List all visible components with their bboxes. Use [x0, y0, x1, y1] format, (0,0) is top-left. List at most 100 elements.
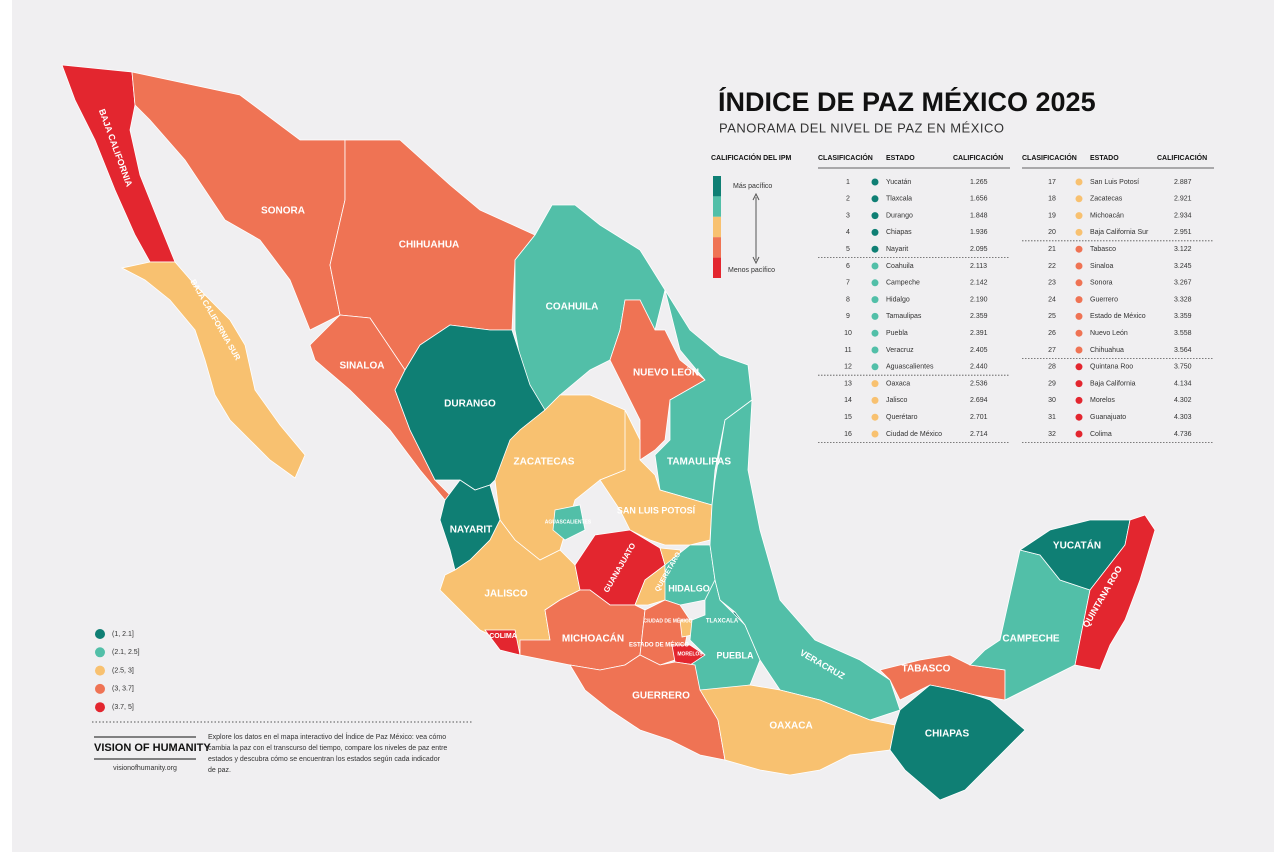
score: 2.887	[1174, 179, 1192, 186]
table-header: ESTADO	[1090, 155, 1119, 162]
rank: 3	[846, 212, 850, 219]
state-label: MICHOACÁN	[562, 632, 624, 645]
table-header: CLASIFICACIÓN	[818, 153, 873, 162]
rank: 8	[846, 296, 850, 303]
state-label: ESTADO DE MÉXICO	[629, 641, 689, 649]
state-label: CHIHUAHUA	[399, 240, 460, 251]
score: 3.328	[1174, 296, 1192, 303]
rank: 4	[846, 229, 850, 236]
rank: 14	[844, 397, 852, 404]
score: 2.951	[1174, 229, 1192, 236]
legend-swatch	[95, 647, 105, 658]
rank: 26	[1048, 330, 1056, 337]
rank-dot	[1075, 296, 1083, 304]
state-name: Hidalgo	[886, 296, 910, 303]
infographic: ÍNDICE DE PAZ MÉXICO 2025 PANORAMA DEL N…	[92, 86, 1214, 774]
rank-dot	[1075, 245, 1083, 253]
description: Explore los datos en el mapa interactivo…	[208, 732, 446, 741]
scale-segment	[713, 216, 721, 238]
state-label: ZACATECAS	[514, 457, 575, 468]
rank-dot	[871, 329, 879, 337]
state-name: Nuevo León	[1090, 330, 1128, 337]
description: estados y descubra cómo se encuentran lo…	[208, 756, 441, 763]
score: 2.440	[970, 364, 988, 371]
state-name: Estado de México	[1090, 313, 1146, 320]
score: 2.142	[970, 280, 988, 287]
score: 3.359	[1174, 313, 1192, 320]
score: 2.095	[970, 246, 988, 253]
state-name: Colima	[1090, 431, 1112, 438]
rank-dot	[1075, 312, 1083, 320]
state-label: AGUASCALIENTES	[545, 519, 592, 525]
state-name: Guanajuato	[1090, 414, 1126, 421]
score: 4.303	[1174, 414, 1192, 421]
score: 2.934	[1174, 212, 1192, 219]
rank-dot	[1075, 430, 1083, 438]
legend-label: (3, 3.7]	[112, 686, 134, 693]
rank: 23	[1048, 280, 1056, 287]
rank-dot	[871, 413, 879, 421]
rank-dot	[871, 296, 879, 304]
state-label: GUERRERO	[632, 691, 690, 702]
legend-swatch	[95, 702, 105, 713]
rank-dot	[1075, 380, 1083, 388]
score: 3.564	[1174, 347, 1192, 354]
rank: 12	[844, 364, 852, 371]
rank: 27	[1048, 347, 1056, 354]
scale-segment	[713, 176, 721, 197]
rank-dot	[871, 195, 879, 203]
state-label: SINALOA	[340, 361, 385, 372]
state-label: HIDALGO	[668, 583, 710, 593]
score: 2.190	[970, 296, 988, 303]
state-label: CIUDAD DE MÉXICO	[644, 616, 693, 624]
state-label: COAHUILA	[546, 302, 599, 313]
rank: 19	[1048, 212, 1056, 219]
score: 1.848	[970, 212, 988, 219]
rank-dot	[1075, 195, 1083, 203]
state-label: OAXACA	[769, 721, 812, 732]
rank-dot	[871, 279, 879, 287]
state-name: Tamaulipas	[886, 313, 922, 320]
description: cambia la paz con el transcurso del tiem…	[208, 745, 447, 752]
score: 1.656	[970, 196, 988, 203]
state-label: DURANGO	[444, 399, 496, 410]
state-label: TABASCO	[902, 664, 951, 675]
legend-swatch	[95, 683, 105, 694]
rank-dot	[1075, 212, 1083, 220]
subtitle: PANORAMA DEL NIVEL DE PAZ EN MÉXICO	[719, 120, 1005, 135]
rank: 13	[844, 380, 852, 387]
state-name: Veracruz	[886, 347, 914, 354]
title: ÍNDICE DE PAZ MÉXICO 2025	[718, 86, 1096, 117]
rank: 10	[844, 330, 852, 337]
state-label: SONORA	[261, 206, 305, 217]
rank: 22	[1048, 263, 1056, 270]
rank-dot	[871, 178, 879, 186]
rank: 16	[844, 431, 852, 438]
state-name: Oaxaca	[886, 380, 910, 387]
score: 4.736	[1174, 431, 1192, 438]
rank: 15	[844, 414, 852, 421]
state-label: JALISCO	[484, 589, 528, 600]
state-name: Zacatecas	[1090, 196, 1123, 203]
rank-dot	[1075, 228, 1083, 236]
rank-dot	[1075, 413, 1083, 421]
rank-dot	[871, 380, 879, 388]
state-name: Coahuila	[886, 263, 914, 270]
state-label: NUEVO LEÓN	[633, 366, 699, 379]
state-name: Baja California	[1090, 380, 1136, 387]
rank: 5	[846, 246, 850, 253]
state-name: Guerrero	[1090, 296, 1118, 303]
score: 2.701	[970, 414, 988, 421]
legend-swatch	[95, 665, 105, 676]
rank: 7	[846, 280, 850, 287]
state-name: Puebla	[886, 330, 908, 337]
score: 1.936	[970, 229, 988, 236]
rank: 18	[1048, 196, 1056, 203]
description: de paz.	[208, 767, 231, 774]
state-name: Querétaro	[886, 414, 918, 421]
rank: 9	[846, 313, 850, 320]
state-name: Nayarit	[886, 246, 908, 253]
state-label: MORELOS	[677, 651, 703, 657]
state	[552, 504, 586, 541]
rank: 30	[1048, 397, 1056, 404]
